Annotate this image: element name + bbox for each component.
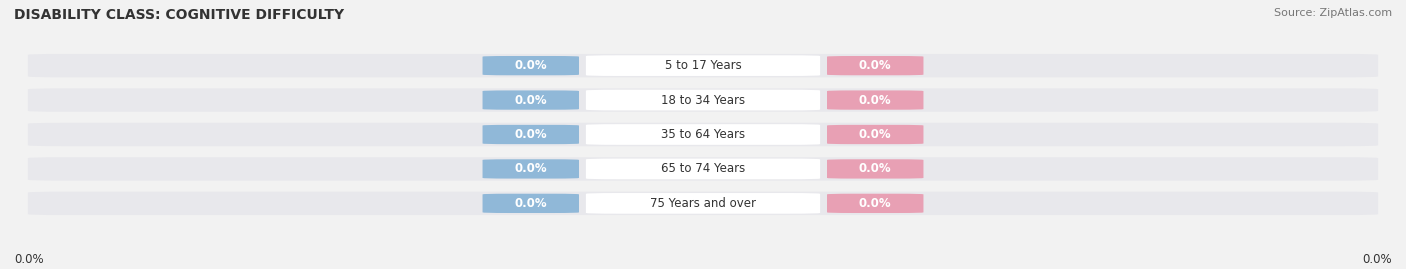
FancyBboxPatch shape	[482, 159, 579, 179]
FancyBboxPatch shape	[827, 159, 924, 179]
Text: 0.0%: 0.0%	[515, 94, 547, 107]
Text: 0.0%: 0.0%	[515, 197, 547, 210]
Text: 5 to 17 Years: 5 to 17 Years	[665, 59, 741, 72]
Text: 65 to 74 Years: 65 to 74 Years	[661, 162, 745, 175]
Text: 75 Years and over: 75 Years and over	[650, 197, 756, 210]
Text: 0.0%: 0.0%	[515, 162, 547, 175]
FancyBboxPatch shape	[827, 194, 924, 213]
FancyBboxPatch shape	[482, 194, 579, 213]
FancyBboxPatch shape	[827, 56, 924, 75]
Text: Source: ZipAtlas.com: Source: ZipAtlas.com	[1274, 8, 1392, 18]
FancyBboxPatch shape	[586, 159, 820, 179]
FancyBboxPatch shape	[482, 56, 579, 75]
Text: 0.0%: 0.0%	[515, 59, 547, 72]
Text: 0.0%: 0.0%	[859, 162, 891, 175]
Text: DISABILITY CLASS: COGNITIVE DIFFICULTY: DISABILITY CLASS: COGNITIVE DIFFICULTY	[14, 8, 344, 22]
FancyBboxPatch shape	[827, 125, 924, 144]
FancyBboxPatch shape	[827, 90, 924, 110]
Text: 0.0%: 0.0%	[859, 128, 891, 141]
FancyBboxPatch shape	[586, 90, 820, 110]
FancyBboxPatch shape	[586, 193, 820, 214]
Text: 18 to 34 Years: 18 to 34 Years	[661, 94, 745, 107]
FancyBboxPatch shape	[28, 54, 1378, 77]
FancyBboxPatch shape	[482, 125, 579, 144]
FancyBboxPatch shape	[28, 192, 1378, 215]
FancyBboxPatch shape	[28, 123, 1378, 146]
FancyBboxPatch shape	[482, 90, 579, 110]
FancyBboxPatch shape	[586, 55, 820, 76]
Text: 0.0%: 0.0%	[859, 94, 891, 107]
Text: 0.0%: 0.0%	[859, 59, 891, 72]
Text: 0.0%: 0.0%	[515, 128, 547, 141]
Text: 0.0%: 0.0%	[1362, 253, 1392, 266]
FancyBboxPatch shape	[28, 157, 1378, 181]
Text: 0.0%: 0.0%	[14, 253, 44, 266]
FancyBboxPatch shape	[28, 88, 1378, 112]
FancyBboxPatch shape	[586, 124, 820, 145]
Text: 35 to 64 Years: 35 to 64 Years	[661, 128, 745, 141]
Text: 0.0%: 0.0%	[859, 197, 891, 210]
